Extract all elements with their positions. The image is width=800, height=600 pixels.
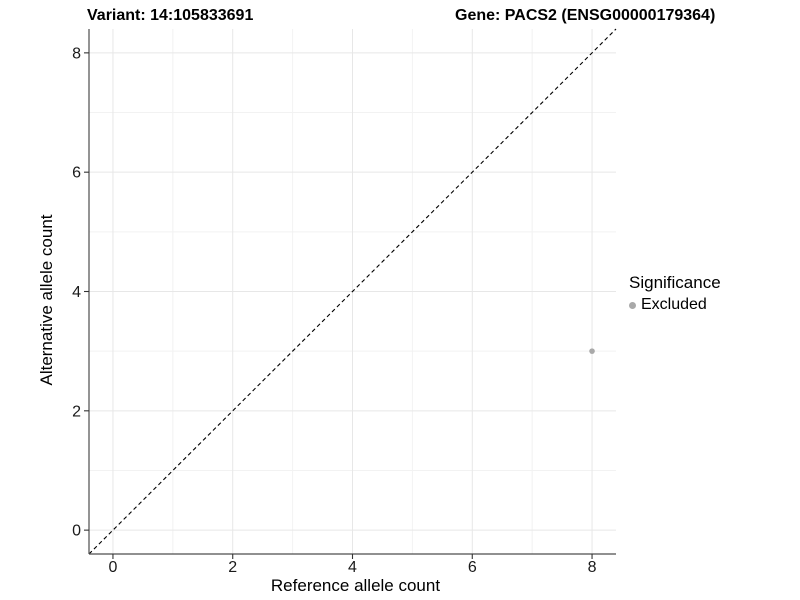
- legend-point-icon: [629, 301, 636, 309]
- x-tick-label: 0: [109, 559, 118, 576]
- x-tick-label: 2: [228, 559, 237, 576]
- y-axis-title: Alternative allele count: [37, 214, 56, 386]
- y-tick-label: 2: [72, 403, 81, 420]
- y-tick-label: 4: [72, 284, 81, 301]
- data-point: [589, 348, 595, 354]
- legend: Significance Excluded: [629, 273, 721, 314]
- y-tick-label: 8: [72, 45, 81, 62]
- x-tick-label: 4: [348, 559, 357, 576]
- x-axis-title: Reference allele count: [270, 576, 441, 595]
- legend-item-label: Excluded: [641, 296, 707, 313]
- variant-title: Variant: 14:105833691: [87, 7, 254, 24]
- gene-title: Gene: PACS2 (ENSG00000179364): [455, 7, 716, 24]
- x-tick-label: 6: [468, 559, 477, 576]
- legend-title: Significance: [629, 273, 721, 292]
- identity-line: [88, 28, 617, 555]
- y-tick-label: 0: [72, 523, 81, 540]
- y-tick-label: 6: [72, 165, 81, 182]
- legend-item-excluded: Excluded: [629, 296, 721, 314]
- x-tick-label: 8: [588, 559, 597, 576]
